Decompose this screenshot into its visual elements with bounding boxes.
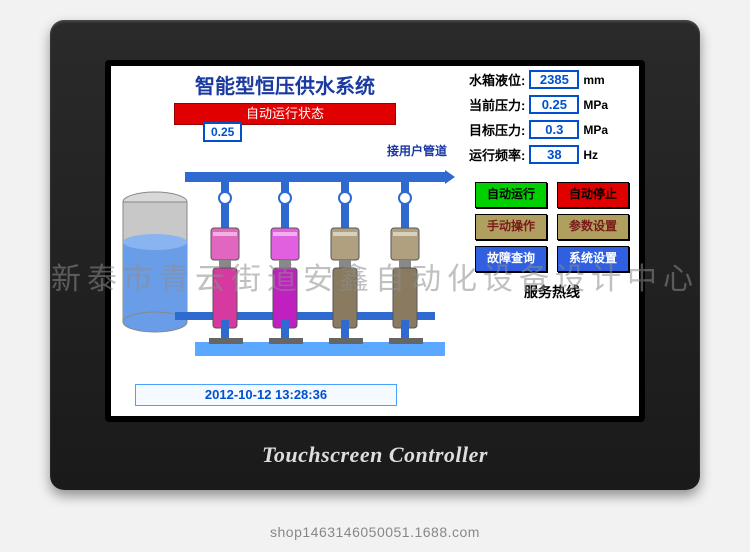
fault-query-button[interactable]: 故障查询 xyxy=(475,246,547,272)
button-row-3: 故障查询 系统设置 xyxy=(469,246,635,272)
readout-value[interactable]: 2385 xyxy=(529,70,579,89)
readout-current-pressure: 当前压力: 0.25 MPa xyxy=(469,95,635,114)
hmi-screen[interactable]: 智能型恒压供水系统 自动运行状态 0.25 接用户管道 2012-10-12 1… xyxy=(111,66,639,416)
button-row-2: 手动操作 参数设置 xyxy=(469,214,635,240)
readout-unit: Hz xyxy=(583,148,598,162)
readout-unit: mm xyxy=(583,73,604,87)
readout-value[interactable]: 0.25 xyxy=(529,95,579,114)
button-row-1: 自动运行 自动停止 xyxy=(469,182,635,208)
device-brand-label: Touchscreen Controller xyxy=(50,442,700,468)
readout-value[interactable]: 38 xyxy=(529,145,579,164)
param-set-button[interactable]: 参数设置 xyxy=(557,214,629,240)
page-title: 智能型恒压供水系统 xyxy=(115,70,455,99)
readout-label: 运行频率: xyxy=(469,145,525,164)
right-pane: 水箱液位: 2385 mm 当前压力: 0.25 MPa 目标压力: 0.3 M… xyxy=(469,70,635,412)
diagram-svg xyxy=(115,146,455,378)
left-pane: 智能型恒压供水系统 自动运行状态 0.25 接用户管道 2012-10-12 1… xyxy=(115,68,455,412)
datetime-display: 2012-10-12 13:28:36 xyxy=(135,384,397,406)
hotline-label: 服务热线 xyxy=(469,282,635,302)
screen-bezel: 智能型恒压供水系统 自动运行状态 0.25 接用户管道 2012-10-12 1… xyxy=(105,60,645,422)
pressure-badge: 0.25 xyxy=(203,122,242,142)
process-diagram xyxy=(115,146,455,378)
readout-unit: MPa xyxy=(583,98,608,112)
readout-label: 目标压力: xyxy=(469,120,525,139)
manual-op-button[interactable]: 手动操作 xyxy=(475,214,547,240)
readout-frequency: 运行频率: 38 Hz xyxy=(469,145,635,164)
readout-value[interactable]: 0.3 xyxy=(529,120,579,139)
readout-target-pressure: 目标压力: 0.3 MPa xyxy=(469,120,635,139)
shop-footer: shop1463146050051.1688.com xyxy=(0,524,750,540)
device-frame: 智能型恒压供水系统 自动运行状态 0.25 接用户管道 2012-10-12 1… xyxy=(50,20,700,490)
auto-stop-button[interactable]: 自动停止 xyxy=(557,182,629,208)
readout-unit: MPa xyxy=(583,123,608,137)
readout-tank-level: 水箱液位: 2385 mm xyxy=(469,70,635,89)
readout-label: 当前压力: xyxy=(469,95,525,114)
readout-label: 水箱液位: xyxy=(469,70,525,89)
sys-set-button[interactable]: 系统设置 xyxy=(557,246,629,272)
auto-run-button[interactable]: 自动运行 xyxy=(475,182,547,208)
